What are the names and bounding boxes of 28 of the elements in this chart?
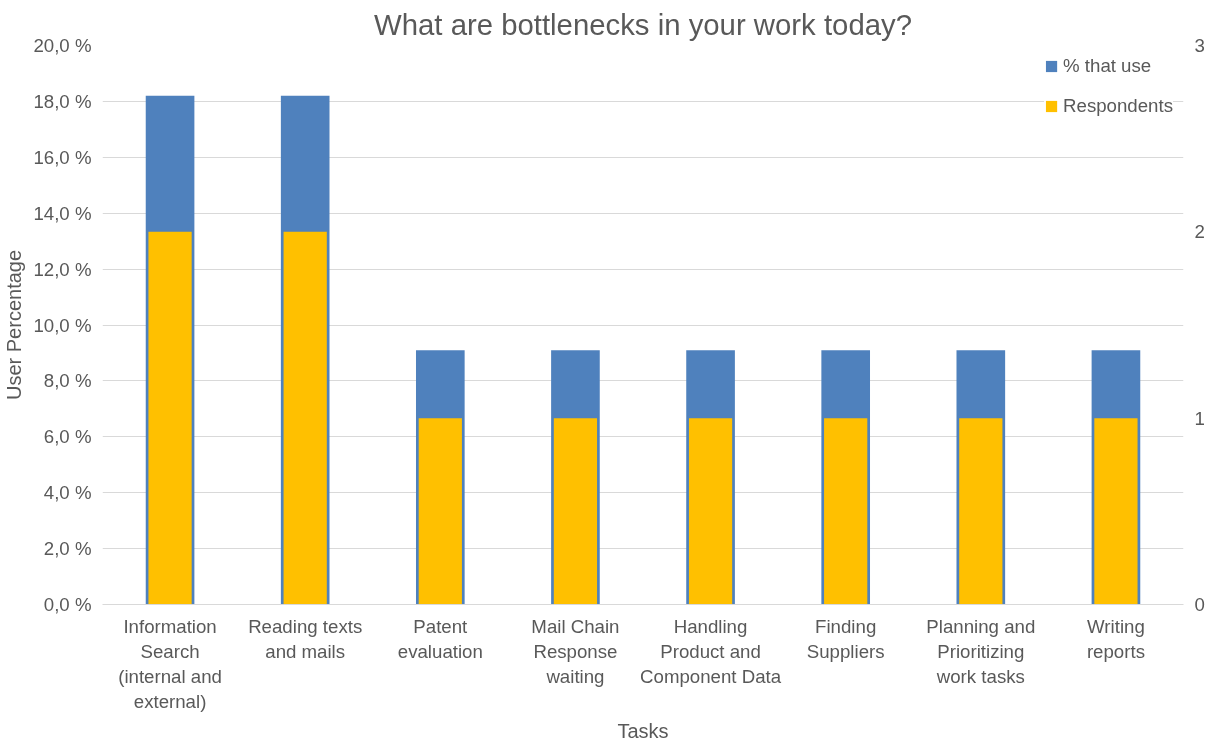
- x-tick-label: Finding Suppliers: [806, 615, 885, 662]
- legend-label: Respondents: [1063, 95, 1173, 117]
- y2-tick-label: 3: [1194, 35, 1205, 56]
- x-tick-label: Handling Product and Component Data: [640, 615, 782, 687]
- legend-label: % that use: [1063, 55, 1152, 77]
- x-tick-label: Patent evaluation: [397, 615, 483, 662]
- y2-tick-label: 0: [1194, 594, 1205, 615]
- y-tick-label: 8,0 %: [43, 370, 92, 392]
- x-tick-label: Planning and Prioritizing work tasks: [926, 615, 1036, 687]
- x-tick-label: Reading texts and mails: [248, 615, 363, 662]
- y-tick-label: 16,0 %: [33, 146, 92, 168]
- y2-tick-label: 1: [1194, 407, 1205, 429]
- y2-tick-label: 2: [1194, 221, 1205, 243]
- y-tick-label: 10,0 %: [33, 314, 92, 336]
- y-tick-label: 0,0 %: [43, 594, 92, 615]
- chart-title: What are bottlenecks in your work today?: [374, 7, 912, 41]
- y-tick-label: 6,0 %: [43, 426, 92, 448]
- x-tick-label: Mail Chain Response waiting: [531, 615, 620, 687]
- y-tick-label: 18,0 %: [33, 90, 92, 112]
- y-tick-label: 20,0 %: [33, 35, 92, 56]
- x-axis-title: Tasks: [617, 720, 669, 743]
- y-tick-label: 14,0 %: [33, 202, 92, 224]
- y-tick-label: 2,0 %: [43, 538, 92, 560]
- x-tick-label: Information Search (internal and external): [118, 615, 222, 713]
- y-tick-label: 4,0 %: [43, 482, 92, 504]
- x-tick-label: Writing reports: [1086, 615, 1145, 662]
- y-axis-title: User Percentage: [3, 249, 26, 401]
- y-tick-label: 12,0 %: [33, 258, 92, 280]
